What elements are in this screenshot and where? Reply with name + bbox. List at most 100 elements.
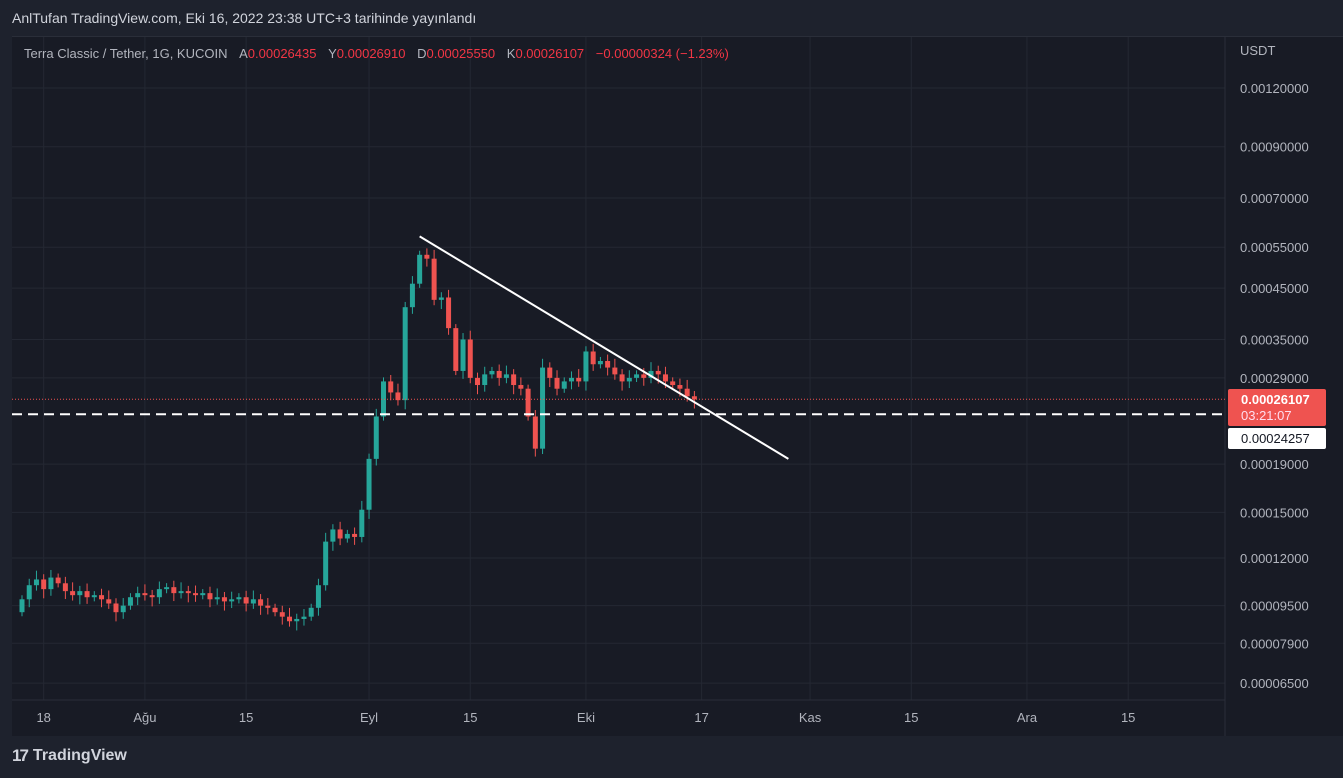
candle-body: [229, 599, 235, 602]
candle-body: [287, 616, 293, 622]
candle-body: [142, 593, 148, 596]
candle-body: [55, 577, 61, 584]
candle-body: [272, 607, 278, 613]
price-tick-label: 0.00120000: [1240, 81, 1309, 96]
candle-body: [417, 254, 423, 284]
candle-body: [265, 605, 271, 608]
candle-body: [525, 388, 531, 417]
candle-body: [641, 374, 647, 378]
candle-body: [373, 416, 379, 459]
candle-body: [547, 367, 553, 378]
price-tick-label: 0.00012000: [1240, 551, 1309, 566]
candle-body: [344, 533, 350, 539]
time-tick-label: Ara: [1017, 710, 1038, 725]
time-tick-label: 15: [904, 710, 918, 725]
time-tick-label: 15: [463, 710, 477, 725]
candle-body: [91, 595, 97, 598]
price-tick-label: 0.00006500: [1240, 676, 1309, 691]
candle-body: [359, 509, 365, 537]
candle-body: [70, 591, 76, 596]
candle-body: [568, 377, 574, 382]
candle-body: [156, 589, 162, 598]
candle-body: [214, 597, 220, 600]
candle-body: [691, 396, 697, 400]
price-tick-label: 0.00090000: [1240, 140, 1309, 155]
candle-body: [670, 381, 676, 386]
low-value: 0.00025550: [426, 46, 496, 61]
price-tick-label: 0.00015000: [1240, 505, 1309, 520]
candle-body: [511, 374, 517, 386]
candle-body: [655, 370, 661, 375]
candle-body: [576, 377, 582, 382]
close-value: 0.00026107: [515, 46, 585, 61]
price-tick-label: 0.00070000: [1240, 191, 1309, 206]
candle-body: [684, 388, 690, 397]
candle-body: [446, 297, 452, 329]
price-tick-label: 0.00007900: [1240, 636, 1309, 651]
candle-body: [496, 370, 502, 378]
candle-body: [648, 370, 654, 378]
time-tick-label: 18: [36, 710, 50, 725]
candle-body: [453, 328, 459, 371]
candle-body: [605, 360, 611, 368]
level-label: 0.00024257: [1241, 431, 1310, 446]
tv-logo-icon: 17: [12, 746, 29, 765]
time-tick-label: Eki: [577, 710, 595, 725]
candle-body: [366, 458, 372, 510]
candle-body: [460, 339, 466, 371]
candle-body: [489, 370, 495, 375]
candle-body: [662, 374, 668, 382]
candle-body: [171, 587, 177, 594]
candle-body: [258, 599, 264, 606]
candle-body: [41, 579, 47, 590]
currency-label: USDT: [1240, 43, 1275, 58]
candle-body: [193, 593, 199, 596]
candle-body: [26, 585, 32, 600]
candle-body: [597, 360, 603, 365]
candle-body: [612, 367, 618, 375]
candle-body: [77, 591, 83, 596]
candle-body: [315, 585, 321, 608]
trendline: [419, 235, 789, 460]
candle-body: [634, 374, 640, 378]
high-value: 0.00026910: [336, 46, 406, 61]
candle-body: [120, 605, 126, 613]
candle-body: [590, 351, 596, 365]
candle-body: [438, 297, 444, 300]
time-tick-label: 17: [694, 710, 708, 725]
candle-body: [99, 595, 105, 600]
candle-body: [207, 593, 213, 600]
symbol-name: Terra Classic / Tether, 1G, KUCOIN: [24, 46, 228, 61]
candle-body: [113, 603, 119, 613]
candle-body: [178, 591, 184, 594]
last-price-badge: [1228, 389, 1326, 426]
candle-body: [127, 597, 133, 606]
candle-body: [474, 377, 480, 386]
candle-body: [388, 381, 394, 393]
time-tick-label: Ağu: [133, 710, 156, 725]
last-price-label: 0.00026107: [1241, 392, 1310, 407]
candle-body: [554, 377, 560, 389]
time-tick-label: Kas: [799, 710, 822, 725]
price-chart[interactable]: USDT 0.00120000 0.00090000 0.00070000 0.0005…: [0, 0, 1343, 740]
candle-body: [221, 597, 227, 602]
candle-body: [381, 381, 386, 417]
change-value: −0.00000324 (−1.23%): [595, 46, 729, 61]
candle-body: [395, 392, 401, 401]
candle-body: [19, 599, 25, 613]
candle-body: [185, 591, 191, 594]
price-tick-label: 0.00055000: [1240, 240, 1309, 255]
candle-body: [482, 374, 488, 386]
candle-body: [243, 597, 249, 604]
candle-body: [503, 374, 509, 378]
price-tick-label: 0.00019000: [1240, 457, 1309, 472]
tradingview-logo[interactable]: 17 TradingView: [12, 746, 127, 765]
candle-body: [518, 385, 524, 389]
time-tick-label: Eyl: [360, 710, 378, 725]
price-tick-label: 0.00009500: [1240, 599, 1309, 614]
candle-body: [250, 599, 256, 604]
candle-body: [294, 618, 300, 622]
candle-body: [279, 612, 285, 617]
candle-body: [323, 541, 329, 586]
candle-body: [330, 529, 336, 542]
